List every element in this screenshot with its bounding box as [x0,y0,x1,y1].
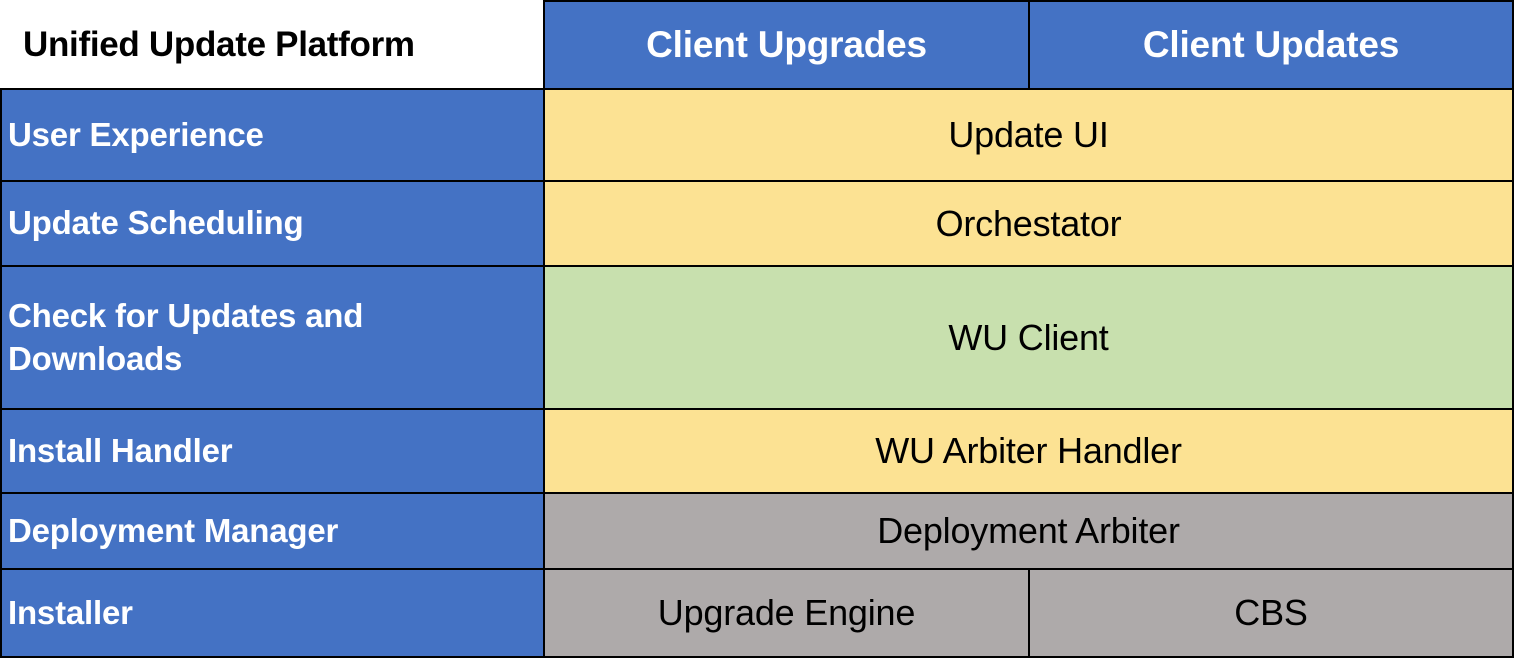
stage-label-install-handler: Install Handler [0,408,545,494]
column-header-client-upgrades: Client Upgrades [543,0,1030,90]
column-header-client-updates: Client Updates [1028,0,1514,90]
header-row: Unified Update Platform Client Upgrades Cl… [1,0,1514,90]
stage-label-deployment-manager: Deployment Manager [0,492,545,570]
stage-label-check-for-updates-and-downloads: Check for Updates and Downloads [0,265,545,410]
stage-label-user-experience: User Experience [0,88,545,182]
component-orchestator: Orchestator [543,180,1514,267]
stage-label-installer: Installer [0,568,545,658]
table-row: Deployment Manager Deployment Arbiter [0,492,1514,570]
stage-label-update-scheduling: Update Scheduling [0,180,545,267]
component-wu-arbiter-handler: WU Arbiter Handler [543,408,1514,494]
table-row: User Experience Update UI [0,88,1514,182]
component-update-ui: Update UI [543,88,1514,182]
component-upgrade-engine: Upgrade Engine [543,568,1030,658]
diagram-title: Unified Update Platform [1,1,544,89]
component-deployment-arbiter: Deployment Arbiter [543,492,1514,570]
table-row: Installer Upgrade Engine CBS [0,568,1514,658]
component-wu-client: WU Client [543,265,1514,410]
table-row: Check for Updates and Downloads WU Client [0,265,1514,410]
table-row: Install Handler WU Arbiter Handler [0,408,1514,494]
component-cbs: CBS [1028,568,1514,658]
table-row: Update Scheduling Orchestator [0,180,1514,267]
